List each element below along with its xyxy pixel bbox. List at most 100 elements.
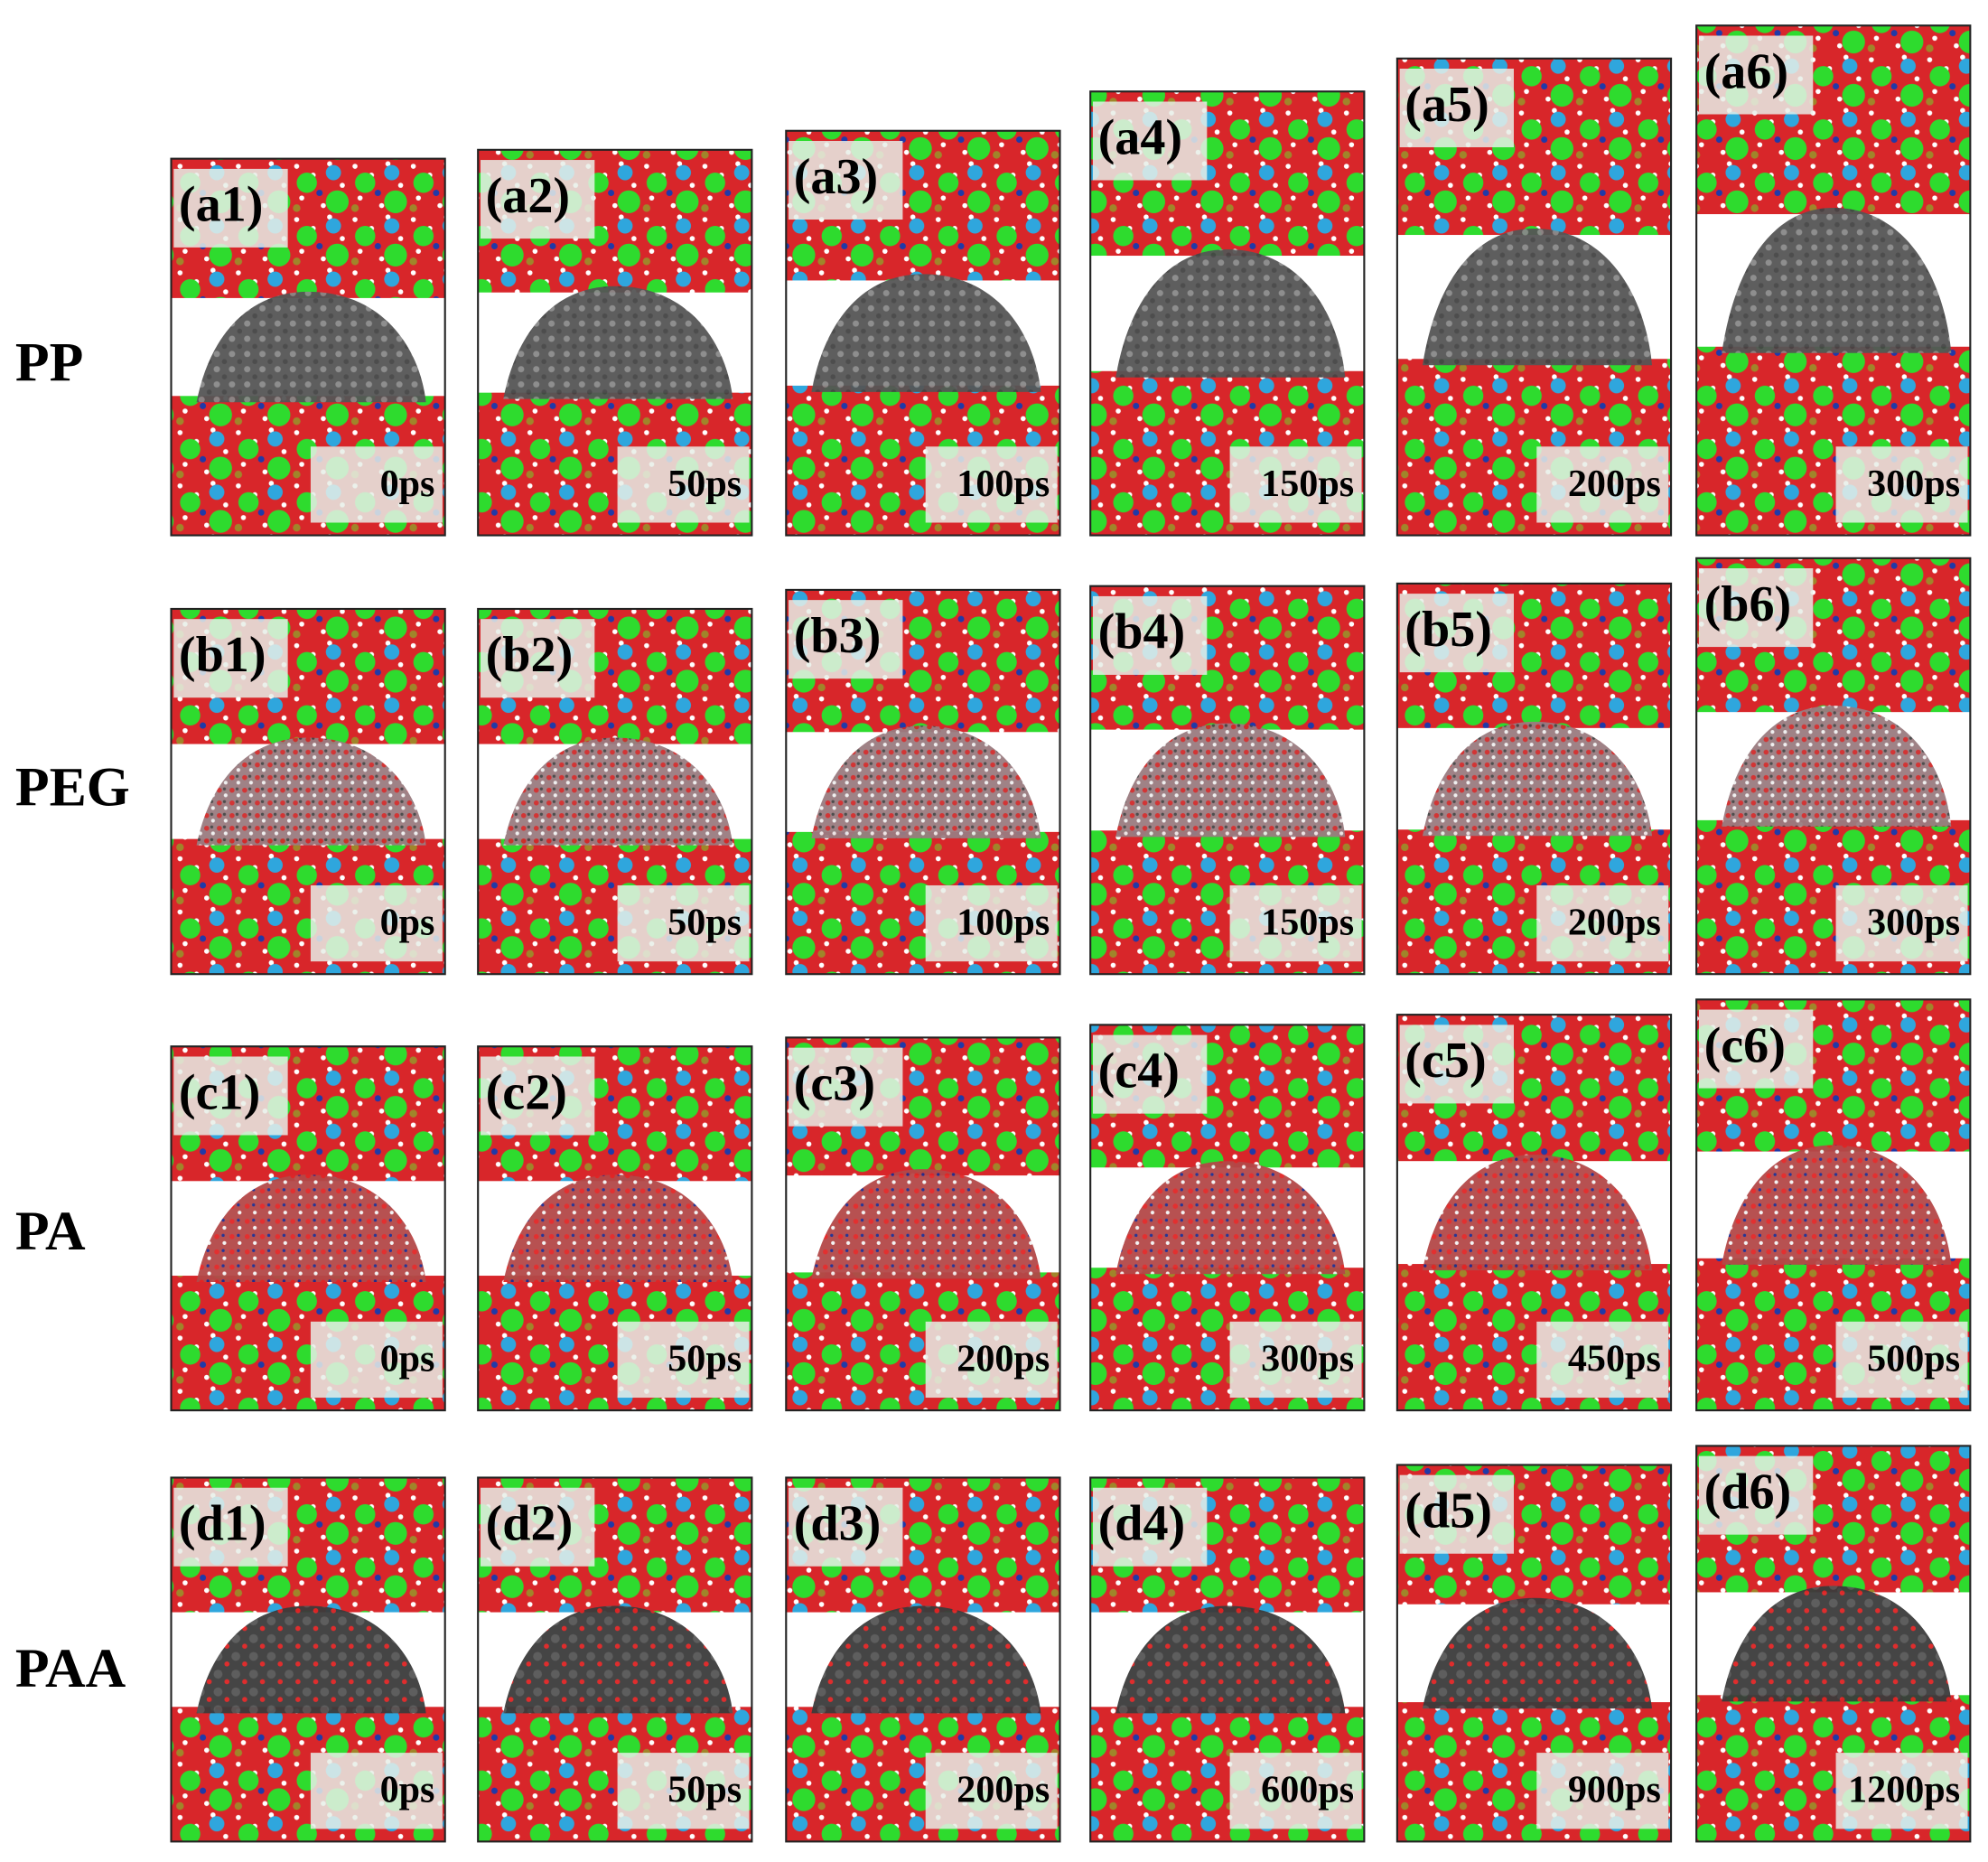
snapshot-panel: (c5) 450ps: [1395, 1014, 1673, 1412]
polymer: [503, 285, 733, 399]
id-box: [481, 1487, 595, 1567]
row-label: PA: [15, 1201, 86, 1262]
time-box: [1536, 1753, 1669, 1829]
panel-frame: [1089, 90, 1366, 537]
panel-time: 300ps: [1867, 902, 1960, 944]
panel-time: 50ps: [667, 1769, 742, 1811]
panel-id: (b2): [486, 627, 574, 683]
snapshot-panel: (d1) 0ps: [170, 1476, 446, 1843]
time-box: [617, 1753, 750, 1829]
polymer: [196, 737, 426, 846]
panel-frame: [477, 607, 753, 976]
panel-frame: [170, 157, 446, 537]
snapshot-panel: (b3) 100ps: [785, 588, 1061, 976]
panel-id: (b5): [1405, 602, 1492, 658]
panel-frame: [1395, 57, 1673, 537]
time-box: [310, 1753, 443, 1829]
panel-frame: [477, 148, 753, 537]
polymer: [1115, 1161, 1346, 1275]
panel-id: (c3): [794, 1055, 875, 1111]
panel-frame: [477, 1045, 753, 1412]
panel-time: 100ps: [957, 902, 1050, 944]
panel-time: 150ps: [1261, 463, 1354, 505]
time-box: [1536, 884, 1669, 962]
polymer: [1722, 1586, 1952, 1702]
snapshot-panel: (c3) 200ps: [785, 1036, 1061, 1412]
panel-frame: [170, 607, 446, 976]
panel-frame: [1395, 1464, 1673, 1843]
polymer: [196, 291, 426, 403]
panel-frame: [785, 1036, 1061, 1412]
time-box: [310, 446, 443, 523]
time-box: [925, 1753, 1058, 1829]
snapshot-panel: (a2) 50ps: [477, 148, 753, 537]
time-box: [1229, 1321, 1362, 1399]
panel-frame: [1395, 1014, 1673, 1412]
id-box: [1399, 68, 1515, 148]
panel-frame: [1695, 24, 1972, 537]
time-box: [617, 446, 750, 523]
time-box: [1229, 446, 1362, 523]
time-box: [617, 1321, 750, 1399]
panel-time: 300ps: [1867, 463, 1960, 505]
id-box: [173, 168, 288, 248]
panel-id: (c5): [1405, 1033, 1486, 1089]
panel-frame: [477, 1476, 753, 1843]
snapshot-panel: (b1) 0ps: [170, 607, 446, 976]
snapshot-panel: (b2) 50ps: [477, 607, 753, 976]
panel-id: (a4): [1098, 109, 1183, 165]
polymer: [196, 1174, 426, 1283]
id-box: [173, 619, 288, 698]
panel-time: 50ps: [667, 902, 742, 944]
snapshot-panel: (a1) 0ps: [170, 157, 446, 537]
id-box: [789, 600, 903, 679]
row-label: PEG: [15, 757, 130, 819]
panel-frame: [170, 1476, 446, 1843]
snapshot-panel: (d2) 50ps: [477, 1476, 753, 1843]
panel-id: (b1): [179, 627, 266, 683]
panel-time: 200ps: [957, 1337, 1050, 1380]
time-box: [1835, 1753, 1968, 1829]
panel-frame: [1695, 998, 1972, 1412]
panel-id: (d6): [1704, 1464, 1792, 1520]
panel-time: 0ps: [380, 463, 435, 505]
panel-time: 1200ps: [1848, 1769, 1960, 1811]
panel-frame: [1089, 1024, 1366, 1412]
panel-frame: [1395, 582, 1673, 976]
time-box: [1229, 884, 1362, 962]
panel-id: (c2): [486, 1064, 567, 1120]
panel-id: (c1): [179, 1064, 260, 1120]
polymer: [196, 1605, 426, 1714]
id-box: [1698, 1009, 1814, 1089]
id-box: [1399, 1474, 1515, 1554]
panel-id: (a2): [486, 168, 571, 224]
panel-id: (b6): [1704, 576, 1792, 632]
polymer: [811, 274, 1041, 392]
polymer: [811, 1169, 1041, 1279]
snapshot-panel: (a6) 300ps: [1695, 24, 1972, 537]
panel-id: (d1): [179, 1496, 266, 1552]
snapshot-panel: (d3) 200ps: [785, 1476, 1061, 1843]
panel-time: 100ps: [957, 463, 1050, 505]
panel-id: (b4): [1098, 604, 1186, 660]
snapshot-panel: (c2) 50ps: [477, 1045, 753, 1412]
time-box: [617, 884, 750, 962]
snapshot-panel: (d6) 1200ps: [1695, 1445, 1972, 1843]
panel-time: 150ps: [1261, 902, 1354, 944]
id-box: [481, 160, 595, 239]
time-box: [1835, 446, 1968, 523]
panel-time: 450ps: [1568, 1337, 1661, 1380]
id-box: [1092, 101, 1208, 181]
panel-id: (b3): [794, 608, 882, 664]
panel-id: (d3): [794, 1496, 882, 1552]
snapshot-panel: (b6) 300ps: [1695, 557, 1972, 976]
panel-frame: [1089, 1476, 1366, 1843]
panel-id: (a5): [1405, 77, 1489, 133]
panel-time: 200ps: [957, 1769, 1050, 1811]
polymer: [1422, 721, 1653, 837]
panel-time: 50ps: [667, 1337, 742, 1380]
panel-id: (a3): [794, 149, 879, 205]
time-box: [1536, 446, 1669, 523]
panel-time: 600ps: [1261, 1769, 1354, 1811]
